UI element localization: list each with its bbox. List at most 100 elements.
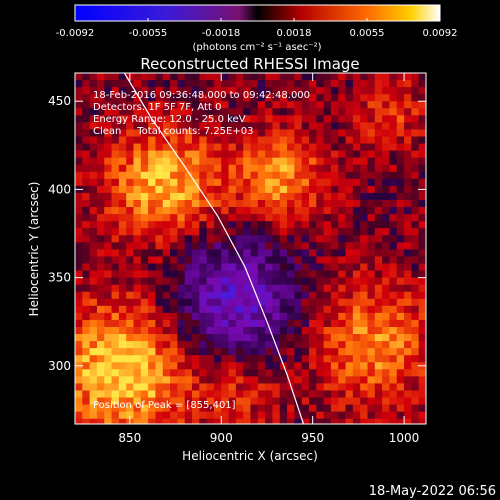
heatmap-cell (111, 383, 120, 391)
heatmap-cell (360, 235, 368, 243)
heatmap-cell (250, 341, 259, 349)
heatmap-cell (170, 390, 178, 399)
heatmap-cell (374, 376, 383, 384)
heatmap-cell (221, 192, 230, 201)
heatmap-cell (404, 376, 412, 384)
heatmap-cell (316, 129, 325, 137)
heatmap-cell (330, 157, 339, 166)
heatmap-cell (104, 376, 113, 384)
heatmap-cell (426, 115, 434, 123)
heatmap-cell (374, 157, 383, 166)
heatmap-cell (287, 80, 295, 88)
heatmap-cell (118, 383, 127, 391)
heatmap-cell (330, 397, 339, 406)
heatmap-cell (316, 150, 325, 159)
heatmap-cell (148, 207, 156, 215)
heatmap-cell (140, 108, 149, 116)
heatmap-cell (192, 426, 200, 434)
heatmap-cell (82, 94, 91, 102)
heatmap-cell (148, 376, 156, 384)
heatmap-cell (133, 305, 142, 314)
heatmap-cell (82, 326, 91, 335)
heatmap-cell (338, 207, 347, 215)
heatmap-cell (235, 390, 244, 399)
heatmap-cell (243, 355, 251, 363)
heatmap-cell (89, 242, 98, 250)
heatmap-cell (133, 341, 142, 349)
heatmap-cell (184, 312, 193, 321)
heatmap-cell (104, 178, 113, 187)
heatmap-cell (206, 171, 215, 180)
heatmap-cell (199, 404, 208, 413)
heatmap-cell (272, 150, 281, 159)
heatmap-cell (148, 87, 156, 95)
heatmap-cell (111, 312, 120, 321)
heatmap-cell (411, 235, 420, 243)
heatmap-cell (162, 256, 171, 264)
heatmap-cell (89, 298, 98, 307)
heatmap-cell (162, 185, 171, 194)
heatmap-cell (389, 305, 398, 314)
heatmap-cell (389, 397, 398, 406)
heatmap-cell (330, 242, 339, 250)
heatmap-cell (96, 249, 105, 257)
heatmap-cell (374, 270, 383, 279)
heatmap-cell (294, 164, 303, 173)
heatmap-cell (338, 348, 347, 356)
heatmap-cell (111, 270, 120, 279)
heatmap-cell (140, 277, 149, 286)
heatmap-cell (228, 376, 237, 384)
heatmap-cell (184, 150, 193, 159)
heatmap-cell (250, 164, 259, 173)
heatmap-cell (301, 263, 310, 272)
heatmap-cell (323, 390, 332, 399)
heatmap-cell (360, 348, 368, 356)
heatmap-cell (199, 178, 208, 187)
heatmap-cell (367, 256, 376, 264)
heatmap-cell (133, 376, 142, 384)
heatmap-cell (170, 284, 178, 293)
heatmap-cell (140, 298, 149, 307)
heatmap-cell (126, 150, 134, 159)
heatmap-cell (265, 256, 273, 264)
heatmap-cell (75, 397, 83, 406)
heatmap-cell (199, 418, 208, 424)
heatmap-cell (148, 334, 156, 342)
annotation-time-range: 18-Feb-2016 09:36:48.000 to 09:42:48.000 (93, 90, 310, 101)
heatmap-cell (404, 199, 412, 208)
heatmap-cell (338, 277, 347, 286)
heatmap-cell (235, 312, 244, 321)
heatmap-cell (140, 115, 149, 123)
heatmap-cell (389, 214, 398, 222)
heatmap-cell (235, 157, 244, 166)
heatmap-cell (418, 214, 426, 222)
heatmap-cell (352, 277, 361, 286)
heatmap-cell (411, 277, 420, 286)
heatmap-cell (155, 404, 164, 413)
heatmap-cell (82, 263, 91, 272)
heatmap-cell (162, 263, 171, 272)
heatmap-cell (338, 143, 347, 152)
heatmap-cell (250, 319, 259, 328)
heatmap-cell (279, 122, 288, 130)
heatmap-cell (184, 362, 193, 370)
heatmap-cell (82, 249, 91, 257)
heatmap-cell (265, 362, 273, 370)
heatmap-cell (389, 221, 398, 229)
heatmap-cell (221, 277, 230, 286)
heatmap-cell (221, 94, 230, 102)
heatmap-cell (118, 404, 127, 413)
heatmap-cell (316, 214, 325, 222)
heatmap-cell (294, 397, 303, 406)
heatmap-cell (75, 270, 83, 279)
heatmap-cell (104, 334, 113, 342)
heatmap-cell (111, 284, 120, 293)
heatmap-cell (382, 397, 390, 406)
heatmap-cell (367, 291, 376, 300)
heatmap-cell (184, 228, 193, 236)
heatmap-cell (301, 122, 310, 130)
heatmap-cell (118, 164, 127, 173)
heatmap-cell (111, 221, 120, 229)
heatmap-cell (177, 228, 186, 236)
heatmap-cell (89, 87, 98, 95)
